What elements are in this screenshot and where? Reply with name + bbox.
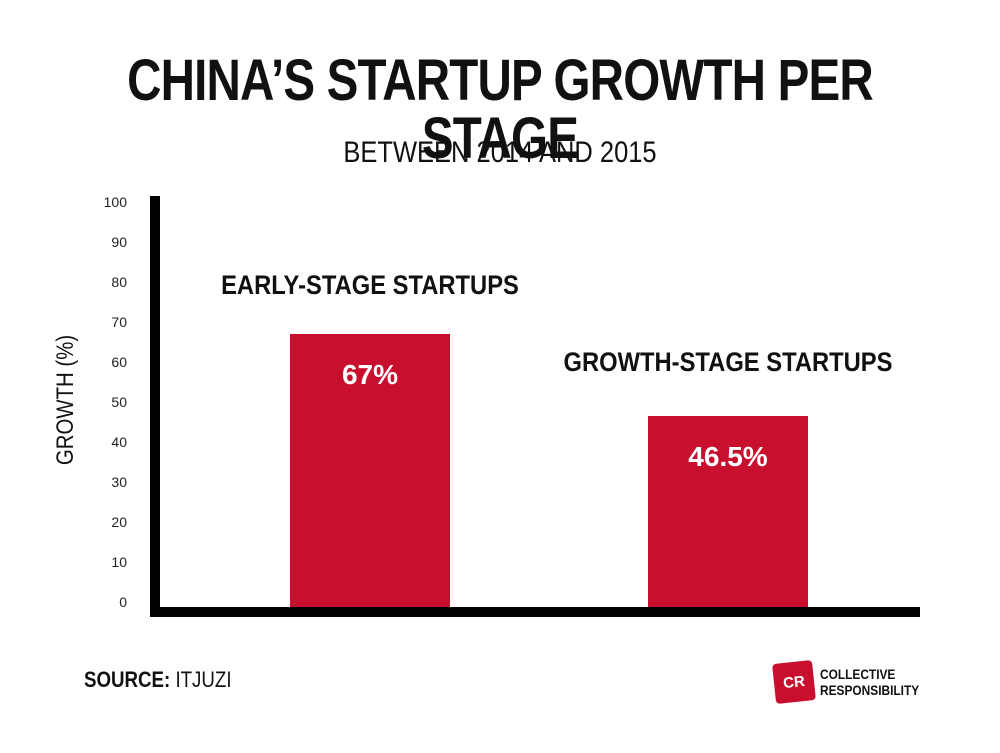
- y-tick-label: 10: [111, 554, 127, 570]
- logo-line-2: RESPONSIBILITY: [820, 682, 920, 698]
- y-tick-label: 20: [111, 514, 127, 530]
- y-tick-label: 60: [111, 354, 127, 370]
- bar-data-label: 46.5%: [688, 441, 767, 472]
- chart-subtitle: BETWEEN 2014 AND 2015: [343, 136, 657, 169]
- y-tick-label: 100: [104, 194, 128, 210]
- source-value: ITJUZI: [175, 667, 232, 692]
- chart-title: CHINA’S STARTUP GROWTH PER STAGE: [127, 48, 874, 171]
- collective-responsibility-logo: CR COLLECTIVE RESPONSIBILITY: [772, 660, 937, 704]
- logo-line-1: COLLECTIVE: [820, 666, 896, 682]
- y-tick-label: 30: [111, 474, 127, 490]
- y-tick-label: 40: [111, 434, 127, 450]
- bar-data-label: 67%: [342, 359, 398, 390]
- y-tick-label: 90: [111, 234, 127, 250]
- source-label: SOURCE:: [84, 667, 171, 692]
- y-tick-label: 0: [119, 594, 127, 610]
- y-tick-label: 50: [111, 394, 127, 410]
- category-label: GROWTH-STAGE STARTUPS: [564, 348, 893, 378]
- bar: [290, 334, 450, 607]
- category-label: EARLY-STAGE STARTUPS: [221, 271, 519, 301]
- bar: [648, 416, 808, 607]
- logo-text: COLLECTIVE RESPONSIBILITY: [820, 666, 919, 698]
- y-tick-label: 70: [111, 314, 127, 330]
- puzzle-logo-icon: CR: [772, 660, 816, 704]
- y-tick-label: 80: [111, 274, 127, 290]
- source-note: SOURCE: ITJUZI: [84, 667, 232, 693]
